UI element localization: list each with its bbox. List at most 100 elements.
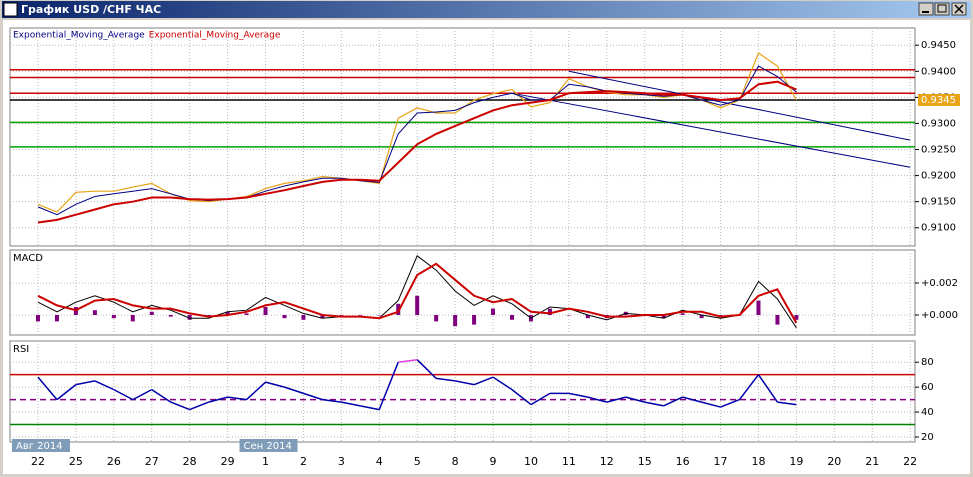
- rsi-segment: [265, 381, 285, 388]
- rsi-segment: [37, 376, 58, 401]
- rsi-segment: [341, 401, 361, 407]
- x-tick-label: 11: [562, 455, 576, 468]
- histogram-bar: [187, 314, 192, 320]
- x-tick-label: 19: [789, 455, 803, 468]
- rsi-segment: [416, 359, 437, 379]
- plot: [10, 250, 915, 335]
- close-icon: [954, 4, 964, 14]
- y-tick-label: 0.9200: [921, 171, 956, 182]
- rsi-segment: [530, 392, 551, 406]
- histogram-bar: [225, 311, 230, 315]
- x-tick-label: 20: [827, 455, 841, 468]
- histogram-bar: [149, 311, 154, 315]
- panel-title: MACD: [13, 253, 43, 264]
- rsi-segment: [587, 396, 607, 403]
- rsi-segment: [701, 401, 721, 408]
- rsi-segment: [398, 358, 418, 363]
- x-tick-label: 18: [751, 455, 765, 468]
- rsi-segment: [511, 389, 532, 406]
- histogram-bar: [775, 314, 780, 325]
- histogram-bar: [36, 314, 40, 322]
- panel-title: RSI: [13, 344, 29, 355]
- plot: [10, 341, 915, 442]
- window-buttons[interactable]: [918, 2, 967, 16]
- x-tick-label: 3: [338, 455, 345, 468]
- y-tick-label: +0.002: [921, 278, 958, 289]
- y-tick-label: 20: [921, 432, 934, 443]
- period-label: Сен 2014: [244, 441, 292, 452]
- histogram-bar: [263, 306, 268, 315]
- histogram-bar: [415, 295, 420, 315]
- y-tick-label: 0.9100: [921, 223, 956, 234]
- period-label: Авг 2014: [16, 441, 63, 452]
- panel: [9, 340, 916, 443]
- histogram-bar: [661, 314, 666, 319]
- histogram-bar: [453, 314, 458, 327]
- rsi-segment: [208, 396, 228, 403]
- plot: [10, 28, 915, 246]
- rsi-segment: [625, 396, 645, 403]
- rsi-segment: [720, 398, 740, 408]
- histogram-bar: [358, 314, 363, 316]
- x-tick-label: 5: [414, 455, 421, 468]
- rsi-segment: [227, 396, 247, 401]
- histogram-bar: [699, 314, 704, 319]
- rsi-segment: [378, 361, 399, 410]
- x-tick-label: 16: [676, 455, 690, 468]
- trend-line: [568, 70, 911, 141]
- period-label-box: [239, 439, 298, 452]
- histogram-bar: [111, 314, 116, 319]
- rsi-segment: [284, 386, 304, 395]
- y-tick-label: 80: [921, 357, 934, 368]
- x-tick-label: 22: [903, 455, 917, 468]
- histogram-bar: [320, 314, 325, 319]
- histogram-bar: [282, 314, 287, 319]
- histogram-bar: [54, 314, 59, 322]
- histogram-bar: [377, 314, 382, 316]
- x-tick-label: 8: [452, 455, 459, 468]
- x-tick-label: 25: [69, 455, 83, 468]
- histogram-bar: [756, 300, 761, 315]
- histogram-bar: [510, 314, 514, 320]
- x-tick-label: 17: [714, 455, 728, 468]
- panel: [9, 249, 916, 336]
- window-icon: [3, 2, 18, 17]
- rsi-segment: [132, 388, 153, 401]
- histogram-bar: [547, 308, 552, 315]
- rsi-segment: [303, 392, 323, 401]
- rsi-segment: [757, 374, 779, 403]
- rsi-segment: [113, 388, 134, 401]
- x-tick-label: 12: [600, 455, 614, 468]
- histogram-bar: [168, 314, 173, 317]
- histogram-bar: [434, 314, 439, 322]
- minimize-button[interactable]: [918, 2, 934, 16]
- y-tick-label: 60: [921, 382, 934, 393]
- window-title: График USD /CHF ЧАС: [21, 3, 161, 16]
- rsi-segment: [568, 392, 588, 398]
- series-line: [37, 80, 797, 224]
- histogram-bar: [566, 314, 571, 316]
- rsi-segment: [454, 380, 475, 386]
- y-tick-label: 0.9150: [921, 197, 956, 208]
- last-price-label: 0.9345: [921, 95, 956, 106]
- histogram-bar: [244, 313, 249, 315]
- rsi-segment: [246, 381, 267, 401]
- series-line: [37, 262, 798, 324]
- panel: [9, 27, 916, 247]
- x-tick-label: 10: [524, 455, 538, 468]
- rsi-segment: [436, 377, 456, 382]
- x-tick-label: 1: [262, 455, 269, 468]
- rsi-segment: [492, 376, 513, 391]
- histogram-bar: [491, 308, 496, 315]
- rsi-segment: [777, 401, 797, 406]
- rsi-segment: [682, 396, 702, 403]
- x-tick-label: 9: [490, 455, 497, 468]
- legend-entry: Exponential_Moving_Average: [13, 31, 145, 41]
- histogram-bar: [680, 313, 685, 315]
- trend-line: [511, 92, 911, 168]
- x-tick-label: 27: [145, 455, 159, 468]
- x-tick-label: 15: [638, 455, 652, 468]
- y-tick-label: 0.9250: [921, 145, 956, 156]
- x-tick-label: 26: [107, 455, 121, 468]
- y-tick-label: 0.9300: [921, 118, 956, 129]
